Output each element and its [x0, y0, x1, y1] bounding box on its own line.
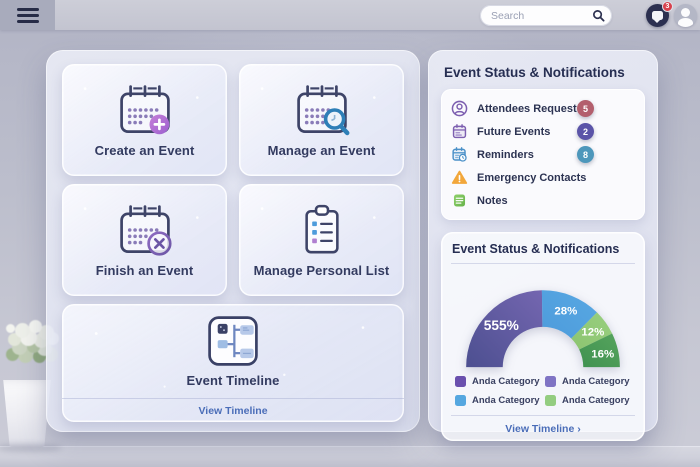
status-row-reminders[interactable]: Reminders 8 [451, 143, 635, 166]
legend-item: Anda Category [545, 395, 631, 406]
card-label: Finish an Event [95, 262, 194, 278]
events-panel: Create an Event [46, 50, 420, 432]
event-status-donut-chart: 555% 28% 12% 16% [466, 290, 620, 368]
status-panel: Event Status & Notifications Attendees R… [428, 50, 658, 441]
flowers [6, 324, 15, 333]
timeline-card-footer: View Timeline [62, 398, 404, 422]
donut-segment-0 [466, 290, 543, 368]
create-event-card[interactable]: Create an Event [62, 64, 227, 176]
chat-bubble-icon [652, 11, 663, 23]
svg-text:555%: 555% [484, 318, 519, 333]
legend-swatch [545, 395, 556, 406]
attendee-icon [451, 100, 468, 117]
status-row-notes[interactable]: Notes [451, 189, 635, 212]
status-label: Emergency Contacts [477, 171, 587, 184]
event-actions-grid: Create an Event [62, 64, 404, 296]
search-icon[interactable] [592, 9, 605, 22]
status-label: Reminders [477, 148, 534, 161]
calendar-cancel-icon [119, 204, 172, 256]
count-badge: 8 [577, 146, 594, 163]
view-timeline-link[interactable]: View Timeline [198, 404, 268, 417]
hamburger-menu-button[interactable] [16, 7, 39, 23]
svg-text:12%: 12% [581, 327, 604, 339]
svg-text:28%: 28% [554, 305, 577, 317]
legend-swatch [455, 376, 466, 387]
calendar-plus-icon [119, 84, 170, 134]
timeline-icon [208, 316, 258, 366]
event-status-chart-card: Event Status & Notifications 555% 28% 12% 1… [441, 232, 645, 441]
reminder-icon [452, 147, 467, 162]
chart-card-title: Event Status & Notifications [451, 240, 635, 264]
status-label: Future Events [477, 125, 551, 138]
flower-pot [3, 380, 51, 448]
chart-card-footer: View Timeline › [451, 415, 635, 441]
notes-icon [453, 194, 466, 207]
legend-item: Anda Category [455, 395, 541, 406]
svg-text:16%: 16% [591, 349, 614, 361]
warning-icon [451, 170, 468, 184]
desk-surface [0, 446, 700, 467]
status-row-attendees-request[interactable]: Attendees Request 5 [451, 97, 635, 120]
legend-item: Anda Category [455, 376, 541, 387]
donut-segment-1 [541, 290, 597, 339]
legend-swatch [455, 395, 466, 406]
manage-event-card[interactable]: Manage an Event [239, 64, 404, 176]
count-badge: 5 [577, 100, 594, 117]
count-badge: 2 [577, 123, 594, 140]
finish-event-card[interactable]: Finish an Event [62, 184, 227, 296]
card-label: Manage an Event [267, 142, 376, 158]
chart-legend: Anda Category Anda Category Anda Categor… [451, 371, 635, 415]
menu-block [0, 0, 55, 30]
status-label: Attendees Request [477, 102, 577, 115]
future-events-icon [452, 124, 467, 139]
search-input[interactable] [491, 9, 592, 22]
manage-personal-list-card[interactable]: Manage Personal List [239, 184, 404, 296]
card-label: Event Timeline [186, 373, 280, 388]
card-label: Create an Event [94, 142, 195, 158]
card-label: Manage Personal List [253, 262, 390, 278]
notification-count-badge: 3 [662, 1, 673, 12]
top-bar: 3 [0, 0, 700, 30]
status-row-future-events[interactable]: Future Events 2 [451, 120, 635, 143]
clipboard-list-icon [304, 204, 339, 253]
status-list-card: Attendees Request 5 Future Events 2 [441, 89, 645, 220]
plant-decoration [0, 322, 68, 452]
search-bar[interactable] [480, 5, 612, 26]
legend-swatch [545, 376, 556, 387]
donut-segment-2 [571, 312, 613, 350]
event-timeline-card[interactable]: Event Timeline View Timeline [62, 304, 404, 422]
notifications-button[interactable]: 3 [646, 1, 673, 27]
status-label: Notes [477, 194, 508, 207]
legend-item: Anda Category [545, 376, 631, 387]
donut-segment-3 [579, 333, 620, 368]
user-avatar[interactable] [674, 4, 697, 27]
calendar-search-icon [296, 84, 349, 135]
view-timeline-link-2[interactable]: View Timeline › [505, 422, 581, 435]
status-row-emergency-contacts[interactable]: Emergency Contacts [451, 166, 635, 189]
status-panel-title: Event Status & Notifications [444, 65, 625, 80]
